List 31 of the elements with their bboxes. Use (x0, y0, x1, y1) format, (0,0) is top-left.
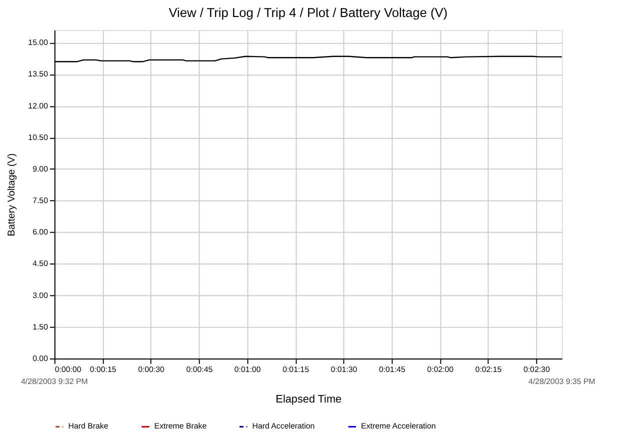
legend-label: Hard Brake (68, 422, 109, 431)
y-tick-label: 10.50 (28, 132, 49, 142)
x-tick-label: 0:01:30 (330, 364, 358, 374)
y-tick-label: 0.00 (32, 354, 49, 363)
x-axis-title: Elapsed Time (276, 393, 342, 406)
y-axis-title: Battery Voltage (V) (6, 153, 18, 236)
x-tick-label: 0:00:30 (138, 364, 166, 374)
y-tick-label: 7.50 (32, 196, 49, 206)
x-tick-label: 0:00:15 (90, 364, 117, 374)
x-tick-label: 0:02:00 (427, 364, 454, 374)
legend-label: Extreme Acceleration (361, 422, 436, 431)
y-tick-label: 3.00 (32, 290, 49, 300)
y-tick-label: 15.00 (28, 38, 49, 48)
x-tick-label: 0:01:00 (234, 364, 262, 374)
x-tick-label: 0:02:15 (475, 364, 502, 374)
text: 4/28/2003 9:32 PM (20, 377, 88, 386)
y-tick-label: 9.00 (32, 164, 49, 174)
y-tick-label: 4.50 (32, 259, 49, 268)
x-tick-label: 0:00:45 (186, 364, 214, 374)
y-tick-label: 6.00 (32, 228, 49, 237)
chart-title: View / Trip Log / Trip 4 / Plot / Battery Voltage (V) (168, 5, 448, 20)
x-tick-label: 0:01:45 (378, 364, 406, 374)
x-tick-label: 0:01:15 (282, 364, 310, 374)
y-tick-label: 12.00 (28, 101, 49, 110)
legend-label: Extreme Brake (154, 422, 208, 431)
x-tick-label: 0:00:00 (54, 364, 82, 374)
x-tick-label: 0:02:30 (523, 364, 550, 374)
y-tick-label: 13.50 (28, 70, 49, 79)
text: 4/28/2003 9:35 PM (528, 377, 596, 386)
legend-label: Hard Acceleration (252, 422, 315, 431)
y-tick-label: 1.50 (32, 322, 49, 332)
